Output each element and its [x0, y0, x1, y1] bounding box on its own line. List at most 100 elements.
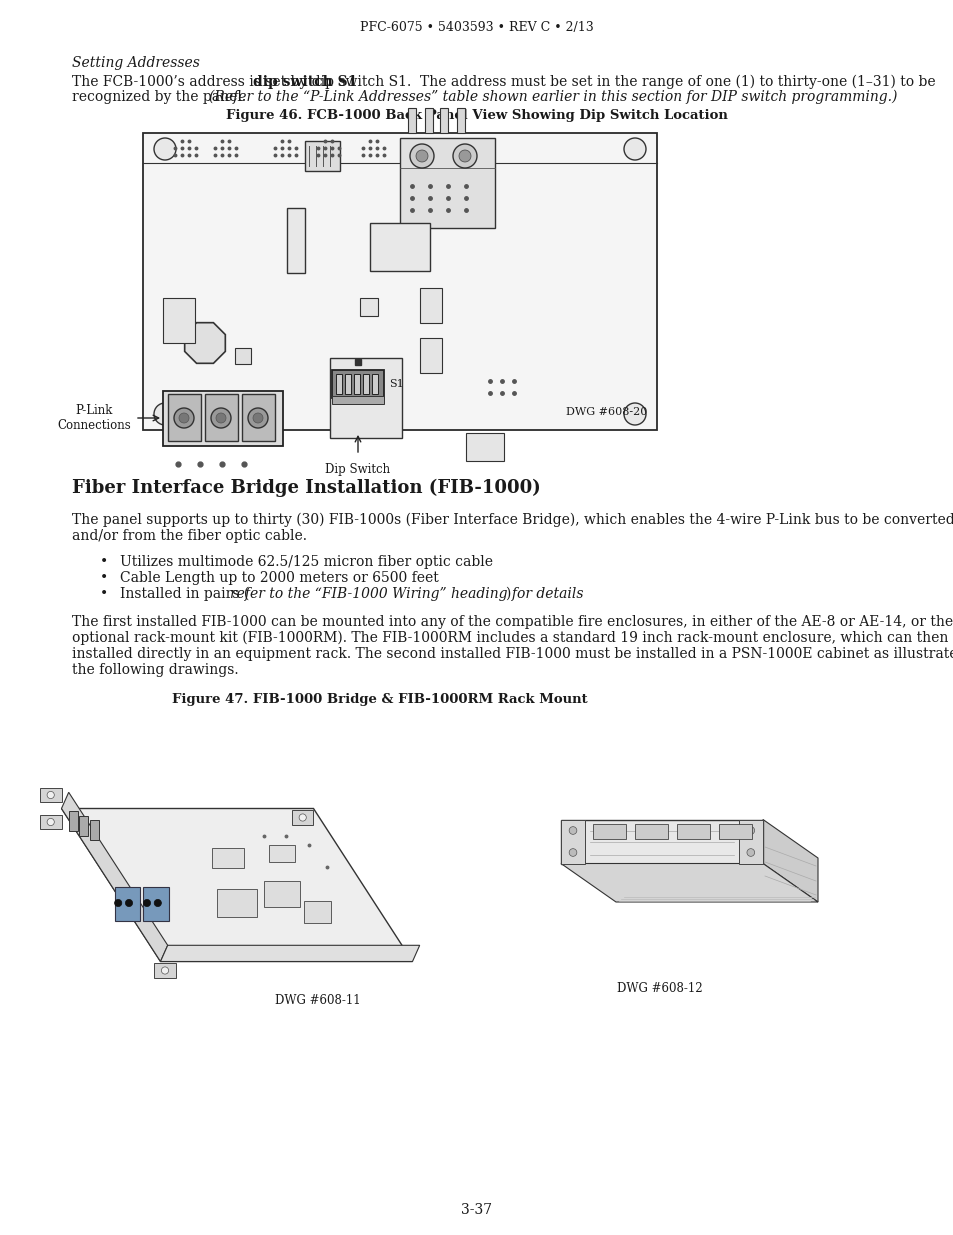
Text: The panel supports up to thirty (30) FIB-1000s (Fiber Interface Bridge), which e: The panel supports up to thirty (30) FIB…	[71, 513, 953, 527]
Circle shape	[623, 403, 645, 425]
Bar	[738, 820, 762, 863]
Polygon shape	[160, 945, 419, 962]
Text: Utilizes multimode 62.5/125 micron fiber optic cable: Utilizes multimode 62.5/125 micron fiber…	[120, 555, 493, 569]
Polygon shape	[560, 863, 817, 902]
Circle shape	[746, 826, 754, 835]
Text: •: •	[100, 555, 108, 569]
Bar	[143, 887, 169, 921]
Text: DWG #608-20: DWG #608-20	[565, 408, 646, 417]
Bar	[143, 133, 657, 430]
Text: 3-37: 3-37	[461, 1203, 492, 1216]
Circle shape	[161, 967, 169, 974]
Text: Cable Length up to 2000 meters or 6500 feet: Cable Length up to 2000 meters or 6500 f…	[120, 571, 438, 585]
Circle shape	[114, 899, 122, 906]
Bar	[330, 358, 401, 438]
Bar	[354, 374, 359, 394]
Circle shape	[179, 412, 189, 424]
Bar	[345, 374, 351, 394]
Bar	[456, 107, 464, 133]
Bar	[91, 820, 99, 840]
Text: •: •	[100, 587, 108, 601]
Text: refer to the “FIB-1000 Wiring” heading for details: refer to the “FIB-1000 Wiring” heading f…	[230, 587, 583, 601]
Circle shape	[410, 144, 434, 168]
Bar	[79, 815, 89, 836]
Text: (Refer to the “P-Link Addresses” table shown earlier in this section for DIP swi: (Refer to the “P-Link Addresses” table s…	[210, 90, 897, 104]
Circle shape	[173, 408, 193, 429]
Text: The FCB-1000’s address is set by dip switch S1.  The address must be set in the : The FCB-1000’s address is set by dip swi…	[71, 75, 935, 89]
Bar	[242, 394, 274, 441]
Text: P-Link
Connections: P-Link Connections	[57, 404, 131, 432]
Text: DWG #608-11: DWG #608-11	[274, 993, 360, 1007]
Circle shape	[143, 899, 151, 906]
Bar	[114, 887, 140, 921]
Text: Fiber Interface Bridge Installation (FIB-1000): Fiber Interface Bridge Installation (FIB…	[71, 479, 540, 498]
Polygon shape	[762, 820, 817, 902]
Bar	[399, 138, 495, 228]
Circle shape	[47, 792, 54, 799]
Circle shape	[623, 138, 645, 161]
Text: ): )	[504, 587, 510, 601]
Text: Figure 46. FCB-1000 Back Panel View Showing Dip Switch Location: Figure 46. FCB-1000 Back Panel View Show…	[226, 110, 727, 122]
Polygon shape	[61, 793, 168, 962]
Bar	[370, 224, 430, 270]
Bar	[419, 288, 441, 324]
Bar	[163, 391, 283, 446]
Bar	[304, 900, 331, 924]
Circle shape	[569, 826, 577, 835]
Bar	[560, 820, 584, 863]
Text: recognized by the panel.: recognized by the panel.	[71, 90, 251, 104]
Bar	[168, 394, 201, 441]
Circle shape	[125, 899, 132, 906]
Bar	[419, 338, 441, 373]
Text: •: •	[100, 571, 108, 585]
Bar	[264, 882, 299, 906]
Bar	[635, 824, 667, 840]
Bar	[212, 848, 244, 868]
Circle shape	[299, 814, 306, 821]
Bar	[163, 298, 194, 343]
Circle shape	[746, 848, 754, 856]
Circle shape	[253, 412, 263, 424]
Circle shape	[153, 403, 175, 425]
Polygon shape	[61, 809, 412, 962]
Bar	[465, 433, 503, 461]
Text: PFC-6075 • 5403593 • REV C • 2/13: PFC-6075 • 5403593 • REV C • 2/13	[359, 21, 594, 35]
Bar	[593, 824, 625, 840]
Text: the following drawings.: the following drawings.	[71, 663, 238, 677]
Bar	[305, 141, 339, 170]
Bar	[718, 824, 751, 840]
Bar	[359, 298, 377, 316]
Text: and/or from the fiber optic cable.: and/or from the fiber optic cable.	[71, 529, 307, 543]
Bar	[408, 107, 416, 133]
Bar	[439, 107, 448, 133]
Bar	[69, 811, 77, 831]
Text: Figure 47. FIB-1000 Bridge & FIB-1000RM Rack Mount: Figure 47. FIB-1000 Bridge & FIB-1000RM …	[172, 694, 587, 706]
Text: Dip Switch: Dip Switch	[325, 463, 390, 477]
Bar	[234, 348, 251, 364]
Circle shape	[569, 848, 577, 856]
Circle shape	[211, 408, 231, 429]
Bar	[205, 394, 237, 441]
Bar	[216, 889, 257, 918]
Bar	[332, 396, 384, 404]
Text: dip switch S1: dip switch S1	[253, 75, 357, 89]
Bar	[424, 107, 433, 133]
Circle shape	[153, 138, 175, 161]
Circle shape	[215, 412, 226, 424]
Bar	[335, 374, 341, 394]
Bar	[292, 810, 314, 825]
Polygon shape	[560, 820, 762, 863]
Circle shape	[416, 149, 428, 162]
Circle shape	[154, 899, 161, 906]
Bar	[287, 207, 305, 273]
Text: optional rack-mount kit (FIB-1000RM). The FIB-1000RM includes a standard 19 inch: optional rack-mount kit (FIB-1000RM). Th…	[71, 631, 953, 645]
Bar	[363, 374, 369, 394]
Bar	[269, 846, 294, 862]
Text: The first installed FIB-1000 can be mounted into any of the compatible fire encl: The first installed FIB-1000 can be moun…	[71, 615, 952, 629]
Bar	[676, 824, 709, 840]
Bar	[154, 963, 175, 978]
Polygon shape	[185, 322, 225, 363]
Text: DWG #608-12: DWG #608-12	[617, 982, 702, 994]
Text: installed directly in an equipment rack. The second installed FIB-1000 must be i: installed directly in an equipment rack.…	[71, 647, 953, 661]
Text: Setting Addresses: Setting Addresses	[71, 56, 200, 70]
